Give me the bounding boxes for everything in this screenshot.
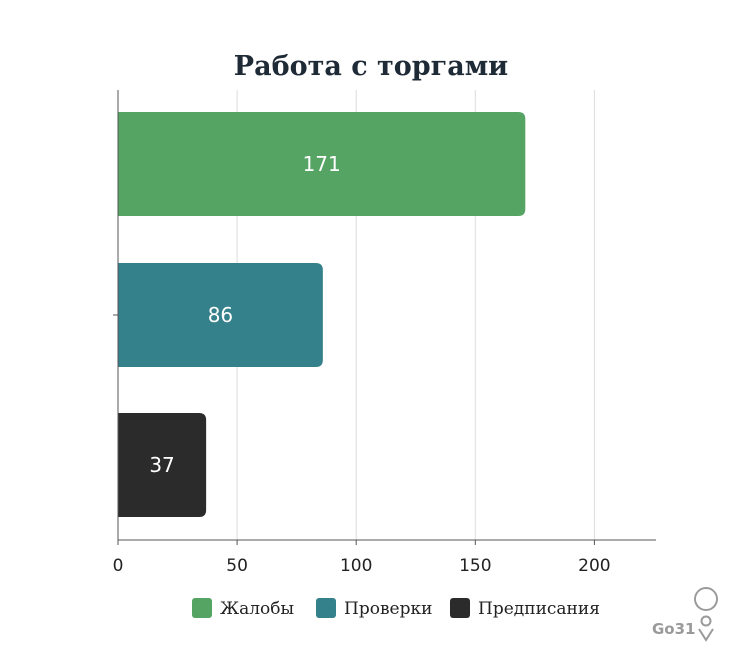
- watermark: Go31: [652, 587, 718, 642]
- x-tick-label: 100: [340, 556, 372, 576]
- legend-swatch: [450, 598, 470, 618]
- bars: 171 86 37: [118, 112, 526, 517]
- watermark-text: Go31: [652, 620, 696, 638]
- legend-label: Предписания: [478, 599, 600, 619]
- legend: Жалобы Проверки Предписания: [192, 598, 600, 619]
- legend-swatch: [316, 598, 336, 618]
- bar-value-label: 171: [303, 152, 341, 176]
- x-tick-label: 200: [578, 556, 610, 576]
- x-tick-label: 0: [113, 556, 124, 576]
- legend-swatch: [192, 598, 212, 618]
- legend-label: Жалобы: [220, 599, 294, 619]
- legend-label: Проверки: [344, 599, 432, 619]
- bar-value-label: 86: [208, 303, 233, 327]
- x-tick-label: 150: [459, 556, 491, 576]
- bar-3: [118, 413, 207, 517]
- bar-value-label: 37: [149, 453, 174, 477]
- x-axis: 0 50 100 150 200: [113, 90, 656, 576]
- bar-2: [118, 263, 323, 367]
- x-tick-label: 50: [226, 556, 248, 576]
- chart-title: Работа с торгами: [234, 51, 508, 82]
- map-pin-icon: [694, 587, 718, 642]
- bar-1: [118, 112, 526, 216]
